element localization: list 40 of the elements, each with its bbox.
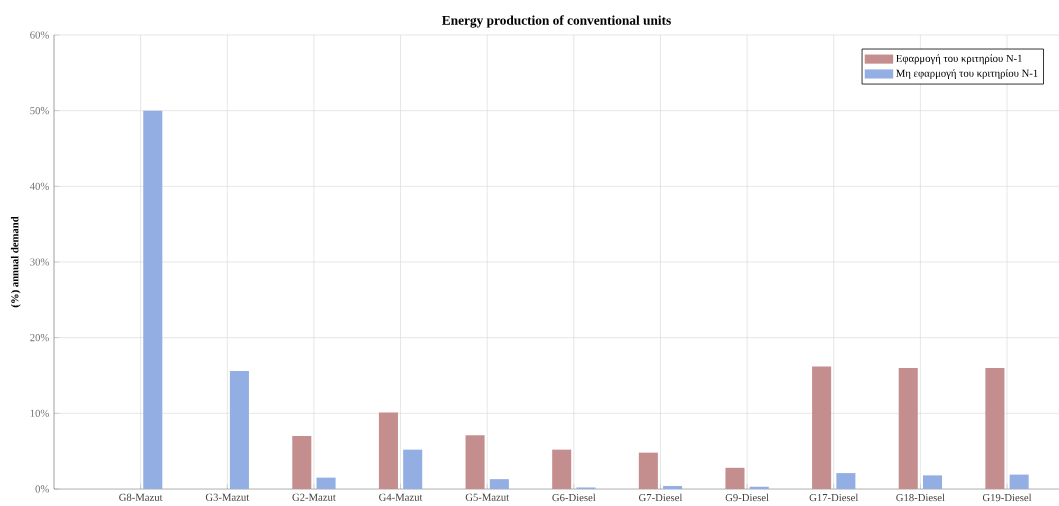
bar xyxy=(403,449,423,489)
y-tick-label: 20% xyxy=(30,334,49,342)
x-tick-label: G5-Mazut xyxy=(465,493,510,501)
bar xyxy=(229,370,249,489)
legend-label: Εφαρμογή του κριτηρίου N-1 xyxy=(896,54,1022,65)
x-tick-label: G2-Mazut xyxy=(292,493,336,501)
x-tick-label: G4-Mazut xyxy=(379,493,423,501)
x-tick-label: G17-Diesel xyxy=(809,493,859,502)
bar xyxy=(663,485,683,489)
y-tick-label: 10% xyxy=(30,409,49,417)
bar xyxy=(489,479,509,489)
y-tick-label: 40% xyxy=(29,182,49,190)
x-tick-label: G18-Diesel xyxy=(896,493,945,502)
y-tick-label: 0% xyxy=(35,485,49,493)
x-tick-label: G3-Mazut xyxy=(205,493,250,501)
x-tick-label: G6-Diesel xyxy=(552,493,596,502)
bar xyxy=(378,412,398,489)
x-tick-label: G7-Diesel xyxy=(638,493,683,502)
bar xyxy=(638,452,658,489)
y-tick-label: 50% xyxy=(30,107,49,115)
bar xyxy=(292,436,312,489)
bar xyxy=(812,366,832,489)
bar xyxy=(985,367,1005,489)
bar xyxy=(725,467,745,489)
bar xyxy=(836,473,856,489)
bar xyxy=(316,477,336,489)
bar xyxy=(552,449,572,489)
chart-title: Energy production of conventional units xyxy=(442,15,671,28)
x-tick-label: G9-Diesel xyxy=(725,493,769,502)
bar xyxy=(143,110,163,489)
bar xyxy=(1009,474,1029,489)
x-tick-label: G8-Mazut xyxy=(119,493,163,501)
bar xyxy=(465,435,485,489)
bar xyxy=(922,475,943,489)
y-tick-label: 30% xyxy=(30,258,49,266)
y-axis-title: (%) annual demand xyxy=(10,216,21,308)
bar xyxy=(898,367,918,489)
y-tick-label: 60% xyxy=(30,31,49,39)
x-tick-label: G19-Diesel xyxy=(982,493,1032,502)
legend-label: Μη εφαρμογή του κριτηρίου N-1 xyxy=(896,69,1038,80)
